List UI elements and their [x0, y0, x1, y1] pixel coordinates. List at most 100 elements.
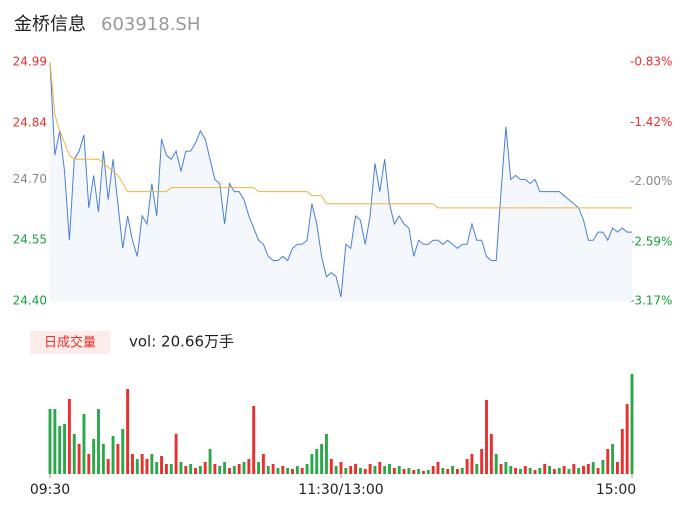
volume-bar [276, 468, 280, 474]
average-line [49, 61, 632, 209]
volume-bar [485, 400, 488, 474]
volume-bar [509, 466, 513, 474]
volume-bar [373, 466, 377, 474]
volume-bar [368, 464, 372, 474]
volume-bar [567, 469, 571, 474]
volume-bar [533, 470, 537, 474]
volume-bar [82, 414, 86, 474]
volume-bar [286, 468, 290, 474]
volume-bar [237, 464, 241, 474]
volume-bar [48, 409, 52, 474]
volume-bar [436, 462, 440, 474]
volume-bar [295, 466, 299, 474]
y-tick-label: 24.84 [13, 115, 47, 129]
volume-bar [97, 409, 100, 474]
volume-bar [140, 454, 144, 474]
volume-bar [601, 460, 605, 474]
volume-bar [426, 470, 430, 474]
volume-bar [135, 459, 139, 474]
volume-bar [383, 466, 387, 474]
y-tick-label: 24.55 [13, 233, 47, 247]
volume-bar [266, 466, 270, 474]
volume-bar [630, 374, 634, 474]
volume-bar [557, 468, 561, 474]
volume-bar [548, 466, 552, 474]
volume-bar [586, 464, 590, 474]
volume-bar [582, 466, 585, 474]
volume-bar [334, 466, 338, 474]
volume-bar [543, 464, 547, 474]
volume-bar [184, 466, 188, 474]
volume-bar [77, 444, 81, 474]
volume-bar [223, 462, 227, 474]
volume-bar [67, 399, 71, 474]
volume-bar [339, 462, 343, 474]
volume-bar [388, 464, 391, 474]
volume-bar [169, 464, 173, 474]
volume-bar [455, 469, 459, 474]
volume-bar [363, 469, 367, 474]
volume-bar [281, 466, 285, 474]
price-area [50, 62, 632, 301]
x-tick-label: 15:00 [596, 482, 636, 498]
volume-bar [130, 454, 134, 474]
volume-bar [164, 464, 168, 474]
volume-bar [242, 462, 246, 474]
y2-tick-label: -2.59% [630, 234, 672, 248]
volume-bar [572, 464, 576, 474]
volume-bar [271, 464, 275, 474]
volume-bar [106, 459, 110, 474]
volume-bar [101, 444, 105, 474]
volume-bar [358, 468, 362, 474]
volume-bar [354, 464, 358, 474]
volume-bar [349, 466, 353, 474]
volume-bar [378, 462, 382, 474]
volume-bar [227, 468, 231, 474]
volume-bar [470, 454, 474, 474]
volume-bar [92, 439, 96, 474]
volume-bar [203, 462, 207, 474]
volume-bar [577, 468, 581, 474]
volume-bar [412, 470, 416, 474]
volume-bar [446, 469, 450, 474]
volume-bar [300, 468, 304, 474]
volume-bar [329, 459, 333, 474]
volume-bar [189, 464, 193, 474]
volume-label-box [30, 331, 110, 354]
y2-tick-label: -3.17% [630, 294, 672, 308]
volume-bar [208, 449, 212, 474]
volume-bar [261, 454, 265, 474]
volume-label: 日成交量 [44, 335, 96, 351]
y2-tick-label: -1.42% [630, 115, 672, 129]
volume-bar [625, 404, 629, 474]
volume-bar [562, 466, 566, 474]
volume-bar [620, 429, 624, 474]
volume-bar [489, 434, 493, 474]
volume-bar [344, 468, 348, 474]
volume-bar [465, 459, 469, 474]
y2-tick-label: -0.83% [630, 55, 672, 69]
volume-bar [460, 468, 464, 474]
volume-bar [402, 469, 406, 474]
volume-bar [87, 454, 91, 474]
y-tick-label: 24.40 [13, 294, 47, 308]
volume-bar [121, 429, 125, 474]
volume-bar [310, 454, 314, 474]
volume-bar [160, 456, 164, 474]
volume-bar [247, 459, 251, 474]
volume-bar [407, 468, 411, 474]
volume-bar [514, 468, 518, 474]
volume-bar [523, 466, 527, 474]
volume-bar [257, 462, 261, 474]
volume-bar [528, 468, 532, 474]
volume-summary: vol: 20.66万手 [129, 333, 234, 351]
volume-bar [475, 464, 479, 474]
volume-bar [441, 468, 445, 474]
volume-bar [591, 462, 595, 474]
volume-bar [232, 466, 236, 474]
volume-bar [252, 406, 256, 474]
volume-bar [596, 468, 600, 474]
volume-bar [63, 424, 67, 474]
